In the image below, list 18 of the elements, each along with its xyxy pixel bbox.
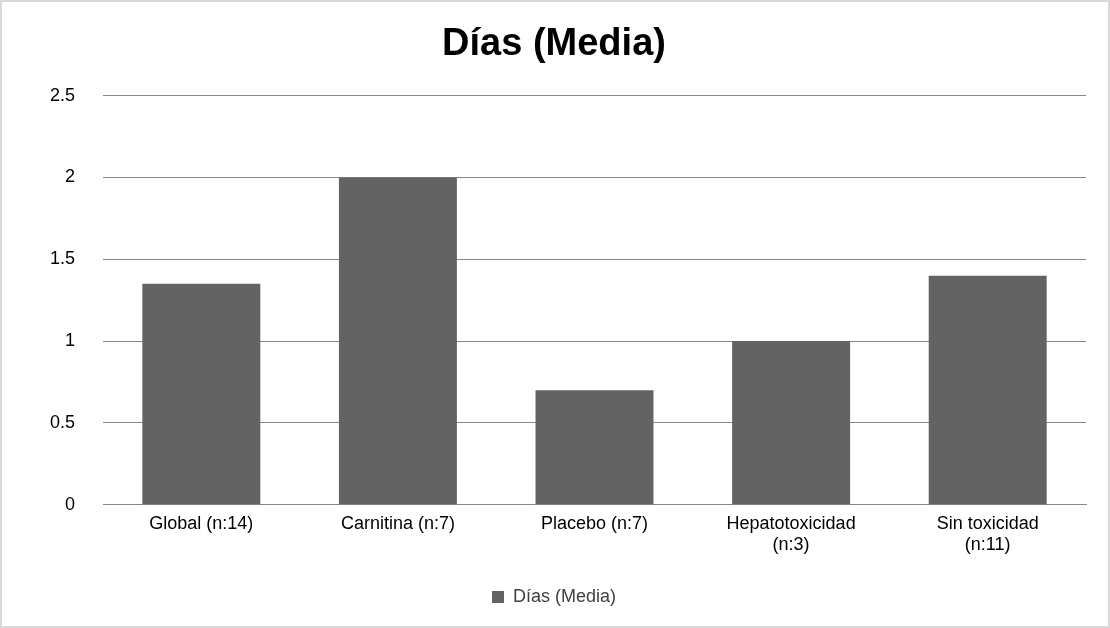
y-tick-label: 2.5 — [49, 84, 76, 105]
y-tick-label: 0 — [65, 493, 76, 514]
bar — [535, 390, 654, 505]
x-tick-label: Carnitina (n:7) — [340, 512, 455, 533]
y-tick-label: 0.5 — [49, 411, 76, 432]
bar — [338, 177, 457, 505]
y-tick-label: 1.5 — [49, 248, 76, 269]
x-tick-label: Hepatotoxicidad (n:3) — [726, 512, 856, 555]
bar — [928, 275, 1047, 505]
bar — [142, 283, 261, 505]
x-tick-label: Sin toxicidad (n:11) — [936, 512, 1039, 555]
legend-label: Días (Media) — [512, 585, 617, 606]
bar — [732, 341, 851, 505]
x-tick-label: Global (n:14) — [149, 512, 254, 533]
y-tick-label: 1 — [65, 330, 76, 351]
x-tick-label: Placebo (n:7) — [540, 512, 649, 533]
y-tick-label: 2 — [65, 166, 76, 187]
chart-title: Días (Media) — [442, 21, 666, 64]
